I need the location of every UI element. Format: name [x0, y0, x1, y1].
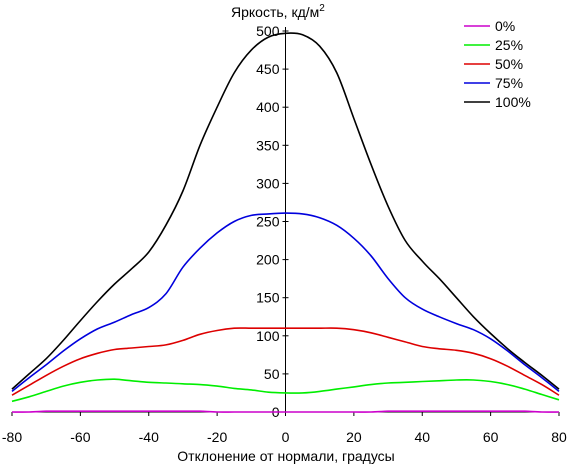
y-tick-label: 400: [256, 99, 280, 115]
y-axis-title: Яркость, кд/м2: [231, 3, 325, 20]
legend-label: 0%: [495, 18, 515, 34]
y-tick-label: 50: [264, 366, 280, 382]
y-tick-label: 100: [256, 328, 280, 344]
x-tick-label: 60: [483, 429, 499, 445]
series-line-75pct: [11, 212, 560, 393]
series-line-0pct: [11, 410, 560, 413]
x-axis-title: Отклонение от нормали, градусы: [177, 448, 394, 464]
series-line-100pct: [11, 32, 560, 390]
x-tick-label: -20: [207, 429, 227, 445]
legend-label: 50%: [495, 56, 523, 72]
y-tick-label: 300: [256, 175, 280, 191]
x-axis-ticks: -80 -60 -40 -20 0 20 40 60 80: [2, 412, 567, 445]
legend-label: 25%: [495, 37, 523, 53]
series-line-25pct: [11, 378, 560, 403]
x-tick-label: 20: [346, 429, 362, 445]
x-tick-label: 80: [551, 429, 567, 445]
y-tick-label: 200: [256, 252, 280, 268]
x-tick-label: 40: [414, 429, 430, 445]
legend: 0% 25% 50% 75% 100%: [464, 18, 531, 110]
series-lines: [11, 32, 560, 413]
y-tick-label: 250: [256, 214, 280, 230]
y-tick-label: 150: [256, 290, 280, 306]
x-tick-label: -80: [2, 429, 22, 445]
y-tick-label: 350: [256, 137, 280, 153]
x-tick-label: -60: [70, 429, 90, 445]
y-axis-title-main: Яркость, кд/м: [231, 4, 319, 20]
y-axis-title-sup: 2: [319, 3, 325, 14]
x-tick-label: -40: [139, 429, 159, 445]
x-tick-label: 0: [282, 429, 290, 445]
series-line-50pct: [11, 327, 560, 396]
y-tick-label: 450: [256, 61, 280, 77]
legend-label: 75%: [495, 75, 523, 91]
legend-label: 100%: [495, 94, 531, 110]
